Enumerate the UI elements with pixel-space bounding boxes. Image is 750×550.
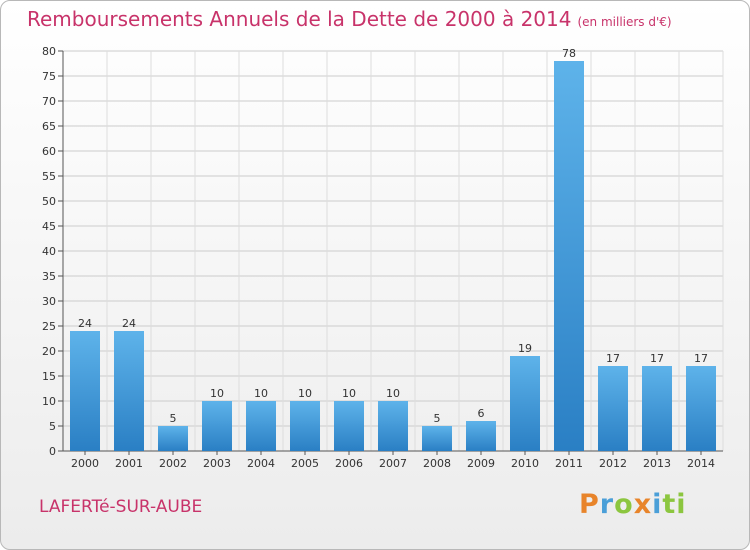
bar-2007 <box>378 401 408 451</box>
data-label-2008: 5 <box>434 412 441 425</box>
chart-title: Remboursements Annuels de la Dette de 20… <box>27 7 672 31</box>
bar-2008 <box>422 426 452 451</box>
bar-2005 <box>290 401 320 451</box>
y-tick-label: 70 <box>42 95 56 108</box>
x-tick-label-2003: 2003 <box>203 457 231 470</box>
proxiti-logo: Proxiti <box>579 489 687 520</box>
x-tick-label-2004: 2004 <box>247 457 275 470</box>
chart-subtitle: (en milliers d'€) <box>577 15 672 29</box>
y-tick-label: 60 <box>42 145 56 158</box>
data-label-2006: 10 <box>342 387 356 400</box>
bar-2000 <box>70 331 100 451</box>
x-tick-label-2007: 2007 <box>379 457 407 470</box>
bar-2011 <box>554 61 584 451</box>
data-label-2012: 17 <box>606 352 620 365</box>
bars <box>70 61 716 451</box>
bar-2013 <box>642 366 672 451</box>
bar-2014 <box>686 366 716 451</box>
bar-2001 <box>114 331 144 451</box>
x-tick-label-2011: 2011 <box>555 457 583 470</box>
x-tick-label-2000: 2000 <box>71 457 99 470</box>
y-tick-label: 30 <box>42 295 56 308</box>
y-tick-label: 65 <box>42 120 56 133</box>
data-label-2005: 10 <box>298 387 312 400</box>
labels: 24 2000 24 2001 5 2002 10 2003 10 2004 10 2005 10 200… <box>71 47 715 470</box>
data-label-2001: 24 <box>122 317 136 330</box>
data-label-2000: 24 <box>78 317 92 330</box>
x-tick-label-2014: 2014 <box>687 457 715 470</box>
data-label-2007: 10 <box>386 387 400 400</box>
x-tick-label-2009: 2009 <box>467 457 495 470</box>
bar-2006 <box>334 401 364 451</box>
bar-2010 <box>510 356 540 451</box>
y-tick-label: 50 <box>42 195 56 208</box>
y-tick-label: 35 <box>42 270 56 283</box>
data-label-2013: 17 <box>650 352 664 365</box>
data-label-2002: 5 <box>170 412 177 425</box>
y-tick-label: 80 <box>42 45 56 58</box>
x-tick-label-2012: 2012 <box>599 457 627 470</box>
y-tick-label: 45 <box>42 220 56 233</box>
y-tick-label: 55 <box>42 170 56 183</box>
x-tick-label-2005: 2005 <box>291 457 319 470</box>
y-tick-label: 15 <box>42 370 56 383</box>
data-label-2009: 6 <box>478 407 485 420</box>
bar-2002 <box>158 426 188 451</box>
x-tick-label-2001: 2001 <box>115 457 143 470</box>
y-tick-label: 5 <box>49 420 56 433</box>
x-tick-label-2006: 2006 <box>335 457 363 470</box>
y-tick-label: 0 <box>49 445 56 458</box>
x-tick-label-2008: 2008 <box>423 457 451 470</box>
chart-title-text: Remboursements Annuels de la Dette de 20… <box>27 7 572 31</box>
bar-2004 <box>246 401 276 451</box>
data-label-2014: 17 <box>694 352 708 365</box>
bar-2012 <box>598 366 628 451</box>
bar-2009 <box>466 421 496 451</box>
y-tick-label: 20 <box>42 345 56 358</box>
x-tick-label-2002: 2002 <box>159 457 187 470</box>
data-label-2003: 10 <box>210 387 224 400</box>
y-tick-label: 10 <box>42 395 56 408</box>
y-tick-label: 75 <box>42 70 56 83</box>
x-tick-label-2013: 2013 <box>643 457 671 470</box>
commune-name: LAFERTé-SUR-AUBE <box>39 497 203 517</box>
data-label-2010: 19 <box>518 342 532 355</box>
bar-2003 <box>202 401 232 451</box>
y-tick-label: 40 <box>42 245 56 258</box>
y-tick-label: 25 <box>42 320 56 333</box>
data-label-2011: 78 <box>562 47 576 60</box>
data-label-2004: 10 <box>254 387 268 400</box>
x-tick-label-2010: 2010 <box>511 457 539 470</box>
